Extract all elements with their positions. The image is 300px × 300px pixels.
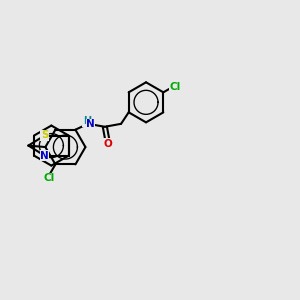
Text: N: N: [40, 151, 49, 161]
Text: O: O: [103, 139, 112, 149]
Text: Cl: Cl: [44, 173, 55, 183]
Text: Cl: Cl: [169, 82, 181, 92]
Text: N: N: [86, 119, 95, 129]
Text: S: S: [41, 130, 48, 140]
Text: H: H: [83, 116, 91, 127]
